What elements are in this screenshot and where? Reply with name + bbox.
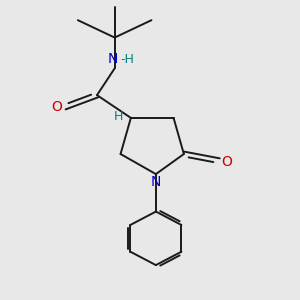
Text: N: N	[151, 176, 161, 189]
Text: O: O	[51, 100, 62, 114]
Text: H: H	[114, 110, 124, 123]
Text: -H: -H	[120, 53, 134, 66]
Text: N: N	[108, 52, 119, 66]
Text: O: O	[221, 155, 233, 169]
